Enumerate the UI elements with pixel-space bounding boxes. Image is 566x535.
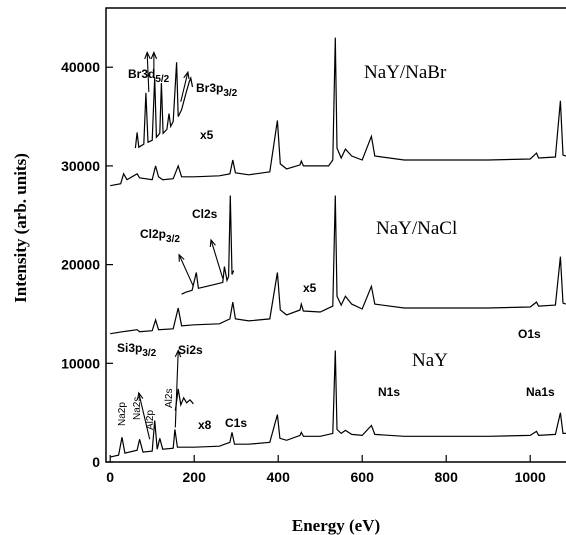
arrow-si2s xyxy=(174,349,182,428)
arrow-br3d-1 xyxy=(144,51,151,92)
arrow-si3p xyxy=(137,391,151,440)
annotation-si3p-sub: 3/2 xyxy=(142,348,156,359)
arrow-layer xyxy=(137,51,224,440)
series-line-nay-nacl xyxy=(110,195,566,335)
series-label-nay: NaY xyxy=(412,350,448,371)
y-tick-label: 10000 xyxy=(61,355,100,371)
x-tick-label: 400 xyxy=(267,469,291,485)
series-line-nay-nabr xyxy=(110,37,566,187)
x-tick-label: 800 xyxy=(435,469,459,485)
annotation-cl2s: Cl2s xyxy=(192,207,218,221)
annotation-cl2p: Cl2p3/2 xyxy=(140,227,180,245)
arrow-cl2p xyxy=(178,253,194,287)
annotation-br3p: Br3p3/2 xyxy=(196,81,238,99)
annotation-si2s: Si2s xyxy=(178,343,203,357)
annotation-si3p: Si3p3/2 xyxy=(117,341,157,359)
annotation-c1s: C1s xyxy=(225,416,247,430)
x-tick-label: 1000 xyxy=(515,469,546,485)
annotation-na2s: Na2s xyxy=(132,397,143,420)
y-axis: 0 10000 20000 30000 40000 xyxy=(61,59,113,470)
y-tick-label: 40000 xyxy=(61,59,100,75)
series-layer xyxy=(110,37,566,458)
annotation-br3d-sub: 5/2 xyxy=(155,74,169,85)
arrow-cl2s xyxy=(209,238,224,279)
annotation-si3p-main: Si3p xyxy=(117,341,142,355)
x-axis: 0 200 400 600 800 1000 xyxy=(106,455,546,485)
inset-layer xyxy=(134,62,235,411)
x-tick-label: 200 xyxy=(183,469,207,485)
annotation-br3d: Br3d5/2 xyxy=(128,67,170,85)
annotation-br3p-main: Br3p xyxy=(196,81,223,95)
annotation-na1s: Na1s xyxy=(526,385,555,399)
annotation-br3p-sub: 3/2 xyxy=(223,88,237,99)
inset-line-nay-nacl-x5 xyxy=(181,195,235,295)
x-tick-label: 600 xyxy=(351,469,375,485)
plot-frame xyxy=(105,7,566,463)
y-tick-label: 20000 xyxy=(61,257,100,273)
arrow-br3d-2 xyxy=(150,51,158,73)
annotation-x5-cl: x5 xyxy=(303,281,317,295)
annotation-x8: x8 xyxy=(198,418,212,432)
inset-line-nay-nabr-x5 xyxy=(134,62,194,149)
inset-line-nay-x8 xyxy=(174,388,194,411)
annotation-na2p: Na2p xyxy=(117,402,128,426)
x-tick-label: 0 xyxy=(106,469,114,485)
y-tick-label: 0 xyxy=(92,454,100,470)
arrow-br3p xyxy=(180,70,190,102)
series-line-nay xyxy=(110,350,566,458)
annotation-br3d-main: Br3d xyxy=(128,67,155,81)
series-label-nay-nacl: NaY/NaCl xyxy=(376,218,457,239)
y-axis-title: Intensity (arb. units) xyxy=(11,153,30,303)
annotation-al2s: Al2s xyxy=(164,389,175,408)
annotation-cl2p-main: Cl2p xyxy=(140,227,166,241)
annotation-n1s: N1s xyxy=(378,385,400,399)
x-axis-title: Energy (eV) xyxy=(292,516,380,535)
plot-area xyxy=(105,7,566,463)
annotation-cl2p-sub: 3/2 xyxy=(166,234,180,245)
series-label-nay-nabr: NaY/NaBr xyxy=(364,62,447,83)
annotation-o1s: O1s xyxy=(518,327,541,341)
y-tick-label: 30000 xyxy=(61,158,100,174)
annotation-al2p: Al2p xyxy=(145,410,156,430)
annotation-x5-br: x5 xyxy=(200,128,214,142)
